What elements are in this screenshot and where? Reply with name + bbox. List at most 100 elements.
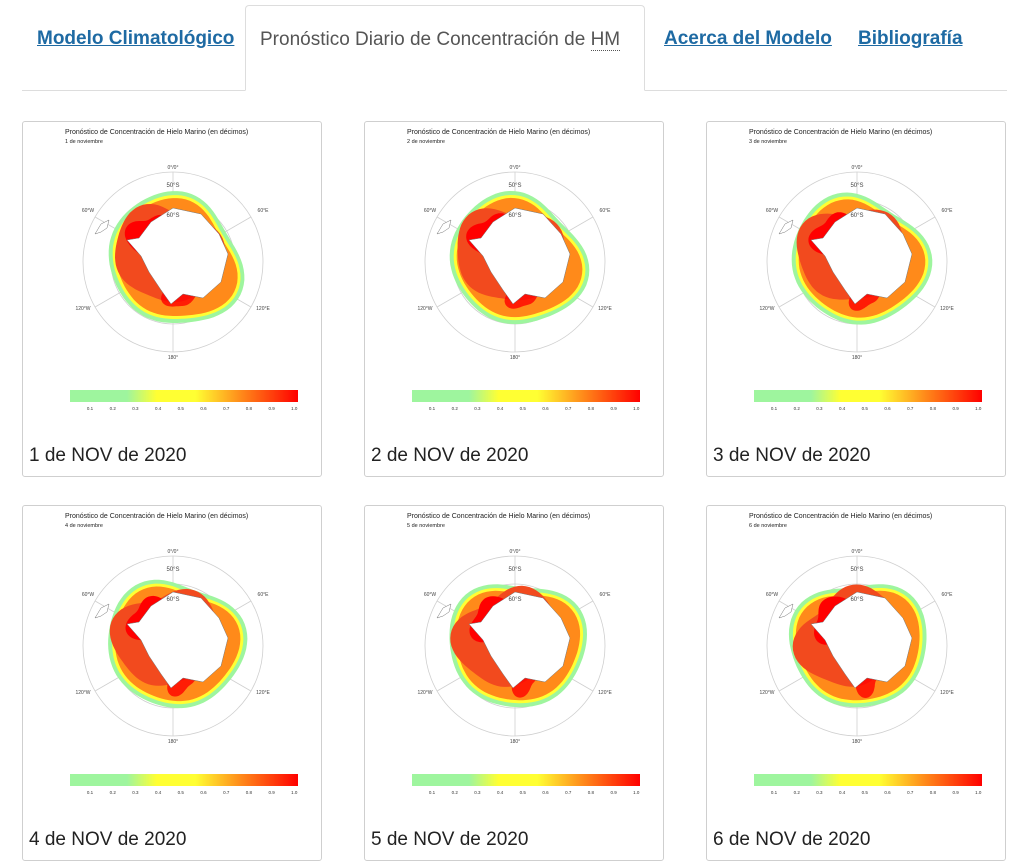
- colorbar-tick: 0.3: [816, 406, 823, 411]
- colorbar-tick: 1.0: [633, 406, 640, 411]
- colorbar-tick: 0.9: [952, 790, 959, 795]
- tab-bibliografia[interactable]: Bibliografía: [858, 28, 963, 49]
- colorbar-tick: 0.3: [132, 790, 139, 795]
- colorbar-tick: 0.9: [610, 790, 617, 795]
- colorbar-tick: 1.0: [633, 790, 640, 795]
- colorbar-tick: 0.5: [862, 406, 869, 411]
- south-america-tip: [778, 219, 794, 235]
- lon-label: 60°E: [942, 208, 954, 214]
- colorbar-tick: 0.1: [87, 790, 94, 795]
- colorbar: [754, 390, 982, 402]
- lon-label: 60°W: [82, 208, 95, 214]
- tab-modelo-climatologico[interactable]: Modelo Climatológico: [37, 28, 235, 49]
- colorbar-tick: 0.9: [952, 406, 959, 411]
- lon-label: 0°/0°: [168, 165, 179, 171]
- colorbar-tick: 0.2: [452, 406, 459, 411]
- lon-label: 120°W: [75, 690, 90, 696]
- colorbar-tick: 0.8: [588, 406, 595, 411]
- colorbar-tick: 0.7: [907, 406, 914, 411]
- colorbar-tick: 0.3: [816, 790, 823, 795]
- colorbar-tick: 1.0: [975, 790, 982, 795]
- colorbar-tick: 0.2: [794, 790, 801, 795]
- card-caption: 4 de NOV de 2020: [29, 829, 187, 850]
- colorbar-tick: 0.5: [520, 406, 527, 411]
- sea-ice-map: 0°/0° 60°E 120°E 180° 120°W 60°W 50°S 60°S 0.1 0.…: [70, 549, 298, 795]
- antarctica-land: [810, 591, 913, 689]
- colorbar-tick: 0.2: [110, 406, 117, 411]
- tab-acerca-del-modelo[interactable]: Acerca del Modelo: [664, 28, 832, 49]
- colorbar-tick: 0.6: [542, 790, 549, 795]
- lon-label: 180°: [168, 355, 178, 361]
- colorbar-tick: 0.9: [268, 790, 275, 795]
- lon-label: 120°W: [759, 306, 774, 312]
- colorbar-tick: 0.6: [200, 406, 207, 411]
- lat-label: 50°S: [508, 183, 521, 189]
- sea-ice-map: 0°/0° 60°E 120°E 180° 120°W 60°W 50°S 60°S 0.1 0.…: [754, 549, 982, 795]
- lat-label: 60°S: [166, 597, 179, 603]
- colorbar-tick: 0.9: [268, 406, 275, 411]
- colorbar-tick: 0.7: [907, 790, 914, 795]
- map-title: Pronóstico de Concentración de Hielo Mar…: [407, 129, 591, 136]
- colorbar-tick: 0.4: [155, 790, 162, 795]
- colorbar-tick: 0.9: [610, 406, 617, 411]
- forecast-card[interactable]: Pronóstico de Concentración de Hielo Mar…: [706, 505, 1006, 861]
- colorbar-tick: 0.5: [520, 790, 527, 795]
- forecast-card[interactable]: Pronóstico de Concentración de Hielo Mar…: [364, 505, 664, 861]
- colorbar-tick: 0.4: [839, 406, 846, 411]
- colorbar-tick: 0.3: [132, 406, 139, 411]
- south-america-tip: [94, 603, 110, 619]
- colorbar-tick: 0.6: [200, 790, 207, 795]
- lat-label: 60°S: [166, 213, 179, 219]
- lon-label: 180°: [852, 739, 862, 745]
- colorbar-tick: 1.0: [291, 406, 298, 411]
- colorbar-tick: 0.5: [178, 406, 185, 411]
- sea-ice-map: 0°/0° 60°E 120°E 180° 120°W 60°W 50°S 60°S 0.1 0.…: [754, 165, 982, 411]
- colorbar: [70, 774, 298, 786]
- colorbar-tick: 0.1: [87, 406, 94, 411]
- colorbar-tick: 0.7: [223, 790, 230, 795]
- colorbar-tick: 0.8: [930, 790, 937, 795]
- colorbar: [754, 774, 982, 786]
- card-caption: 1 de NOV de 2020: [29, 445, 187, 466]
- antarctica-land: [126, 207, 229, 305]
- forecast-card[interactable]: Pronóstico de Concentración de Hielo Mar…: [706, 121, 1006, 477]
- map-subtitle: 5 de noviembre: [407, 523, 445, 529]
- colorbar-tick: 0.8: [246, 790, 253, 795]
- south-america-tip: [436, 219, 452, 235]
- colorbar-tick: 0.5: [862, 790, 869, 795]
- tab-pronostico-diario[interactable]: Pronóstico Diario de Concentración de HM: [245, 5, 645, 91]
- lat-label: 60°S: [850, 597, 863, 603]
- lat-label: 60°S: [508, 213, 521, 219]
- colorbar-tick: 0.6: [884, 790, 891, 795]
- lon-label: 120°W: [417, 690, 432, 696]
- lon-label: 180°: [852, 355, 862, 361]
- lon-label: 60°E: [258, 208, 270, 214]
- lon-label: 120°W: [75, 306, 90, 312]
- colorbar-tick: 0.2: [110, 790, 117, 795]
- colorbar-tick: 1.0: [975, 406, 982, 411]
- lon-label: 60°W: [424, 592, 437, 598]
- lat-label: 50°S: [850, 567, 863, 573]
- card-caption: 3 de NOV de 2020: [713, 445, 871, 466]
- colorbar-tick: 0.8: [246, 406, 253, 411]
- lon-label: 120°E: [598, 306, 612, 312]
- colorbar-tick: 0.7: [223, 406, 230, 411]
- lon-label: 0°/0°: [852, 165, 863, 171]
- forecast-card[interactable]: Pronóstico de Concentración de Hielo Mar…: [364, 121, 664, 477]
- lat-label: 60°S: [508, 597, 521, 603]
- colorbar-tick: 0.3: [474, 406, 481, 411]
- colorbar-tick: 0.1: [429, 790, 436, 795]
- colorbar-tick: 0.4: [839, 790, 846, 795]
- south-america-tip: [94, 219, 110, 235]
- colorbar-tick: 1.0: [291, 790, 298, 795]
- lat-label: 50°S: [508, 567, 521, 573]
- forecast-card[interactable]: Pronóstico de Concentración de Hielo Mar…: [22, 121, 322, 477]
- lon-label: 180°: [510, 739, 520, 745]
- lon-label: 60°E: [258, 592, 270, 598]
- lon-label: 60°W: [766, 208, 779, 214]
- colorbar: [412, 390, 640, 402]
- lat-label: 60°S: [850, 213, 863, 219]
- map-subtitle: 3 de noviembre: [749, 139, 787, 145]
- forecast-card[interactable]: Pronóstico de Concentración de Hielo Mar…: [22, 505, 322, 861]
- lon-label: 60°W: [82, 592, 95, 598]
